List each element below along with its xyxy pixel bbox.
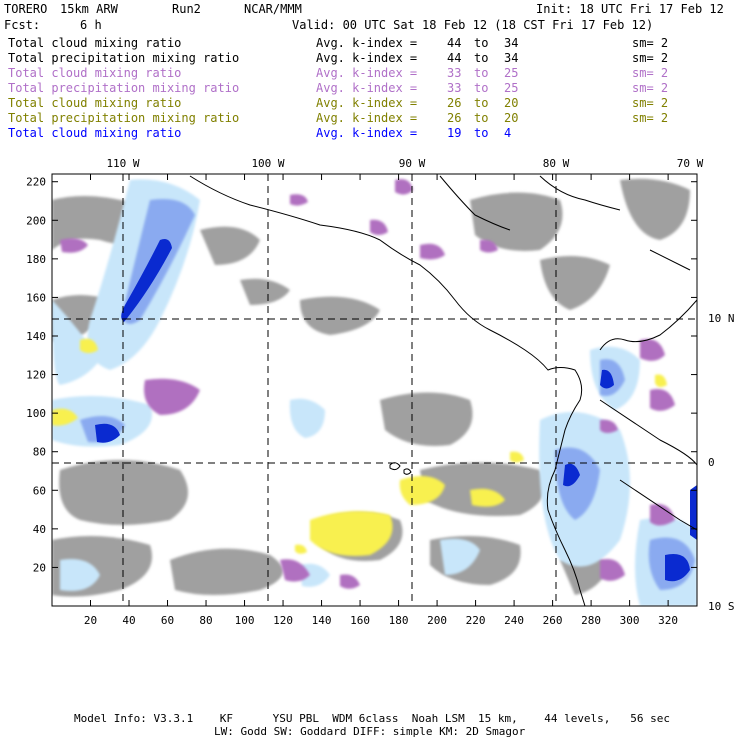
legend-row-1-sm: sm= 2 — [632, 36, 669, 50]
x-axis-ticks: 20 40 60 80 100 120 140 160 180 200 220 240 260 280 30… — [84, 174, 678, 627]
x-tick-label-200: 200 — [427, 614, 447, 627]
legend-row-6-avg: Avg. k-index = — [316, 111, 418, 125]
x-tick-label-240: 240 — [504, 614, 524, 627]
header-fcst-value: 6 h — [80, 18, 102, 32]
deep-blue-patches — [95, 239, 697, 582]
x-tick-label-80: 80 — [199, 614, 212, 627]
legend-row-6-to: 20 — [504, 111, 519, 125]
legend-row-4-sm: sm= 2 — [632, 81, 669, 95]
legend-row-6-to-word: to — [474, 111, 489, 125]
field-layer — [52, 174, 697, 606]
x-tick-label-280: 280 — [581, 614, 601, 627]
header-resolution: 15km ARW — [60, 2, 118, 16]
legend-row-3-from: 33 — [447, 66, 462, 80]
y-tick-label-140: 140 — [26, 330, 46, 343]
legend-row-2-to: 34 — [504, 51, 519, 65]
header-init: Init: 18 UTC Fri 17 Feb 12 — [536, 2, 724, 16]
y-tick-label-120: 120 — [26, 369, 46, 382]
legend-row-2-from: 44 — [447, 51, 462, 65]
legend-row-7-avg: Avg. k-index = — [316, 126, 418, 140]
x-tick-label-100: 100 — [235, 614, 255, 627]
x-tick-label-40: 40 — [122, 614, 135, 627]
legend-row-6-sm: sm= 2 — [632, 111, 669, 125]
lon-label-3: 80 W — [543, 157, 570, 170]
legend-row-7-to: 4 — [504, 126, 512, 140]
lat-label-1: 0 — [708, 456, 715, 469]
legend-row-7-from: 19 — [447, 126, 462, 140]
legend-row-2-field: Total precipitation mixing ratio — [8, 51, 240, 65]
lon-label-1: 100 W — [251, 157, 284, 170]
footer-physics-info: LW: Godd SW: Goddard DIFF: simple KM: 2D… — [214, 725, 526, 738]
legend-row-3-to: 25 — [504, 66, 519, 80]
header-org: NCAR/MMM — [244, 2, 302, 16]
header-model: TORERO — [4, 2, 48, 16]
y-tick-label-220: 220 — [26, 176, 46, 189]
lon-label-2: 90 W — [399, 157, 426, 170]
lat-label-0: 10 N — [708, 312, 735, 325]
legend-row-2-avg: Avg. k-index = — [316, 51, 418, 65]
legend-row-6-field: Total precipitation mixing ratio — [8, 111, 240, 125]
lon-label-4: 70 W — [677, 157, 704, 170]
x-tick-label-160: 160 — [350, 614, 370, 627]
y-tick-label-200: 200 — [26, 214, 46, 227]
x-tick-label-180: 180 — [389, 614, 409, 627]
lon-label-0: 110 W — [106, 157, 139, 170]
x-tick-label-300: 300 — [620, 614, 640, 627]
legend-row-1-to-word: to — [474, 36, 489, 50]
lat-label-2: 10 S — [708, 600, 735, 613]
legend-row-2-to-word: to — [474, 51, 489, 65]
legend-row-4-to: 25 — [504, 81, 519, 95]
y-tick-label-100: 100 — [26, 407, 46, 420]
footer-model-info: Model Info: V3.3.1 KF YSU PBL WDM 6class… — [74, 712, 671, 725]
latitude-labels: 10 N 0 10 S — [708, 312, 735, 613]
legend-row-1-avg: Avg. k-index = — [316, 36, 418, 50]
legend-row-4-avg: Avg. k-index = — [316, 81, 418, 95]
legend-row-3-to-word: to — [474, 66, 489, 80]
legend-row-5-to-word: to — [474, 96, 489, 110]
y-tick-label-60: 60 — [33, 484, 46, 497]
x-tick-label-120: 120 — [273, 614, 293, 627]
y-axis-ticks: 20 40 60 80 100 120 140 160 180 200 220 — [26, 176, 697, 574]
legend-row-5-avg: Avg. k-index = — [316, 96, 418, 110]
legend-row-2-sm: sm= 2 — [632, 51, 669, 65]
x-tick-label-140: 140 — [312, 614, 332, 627]
legend-row-1-from: 44 — [447, 36, 462, 50]
legend-row-4-from: 33 — [447, 81, 462, 95]
legend-row-5-to: 20 — [504, 96, 519, 110]
y-tick-label-40: 40 — [33, 523, 46, 536]
purple-patches — [60, 179, 675, 589]
legend-row-6-from: 26 — [447, 111, 462, 125]
legend-row-3-field: Total cloud mixing ratio — [8, 66, 182, 80]
header-valid: Valid: 00 UTC Sat 18 Feb 12 (18 CST Fri … — [292, 18, 654, 32]
legend-row-5-sm: sm= 2 — [632, 96, 669, 110]
x-tick-label-220: 220 — [466, 614, 486, 627]
legend-row-7-to-word: to — [474, 126, 489, 140]
y-tick-label-180: 180 — [26, 253, 46, 266]
y-tick-label-20: 20 — [33, 561, 46, 574]
gray-cloud-patches — [52, 178, 690, 597]
x-tick-label-320: 320 — [658, 614, 678, 627]
longitude-labels: 110 W 100 W 90 W 80 W 70 W — [106, 157, 703, 170]
x-tick-label-260: 260 — [543, 614, 563, 627]
legend-row-7-field: Total cloud mixing ratio — [8, 126, 182, 140]
legend-row-5-field: Total cloud mixing ratio — [8, 96, 182, 110]
legend-row-3-avg: Avg. k-index = — [316, 66, 418, 80]
header-fcst-label: Fcst: — [4, 18, 41, 32]
y-tick-label-160: 160 — [26, 291, 46, 304]
legend-row-4-to-word: to — [474, 81, 489, 95]
header-run: Run2 — [172, 2, 201, 16]
coastline — [189, 175, 697, 606]
legend-row-3-sm: sm= 2 — [632, 66, 669, 80]
yellow-patches — [52, 338, 667, 556]
x-tick-label-20: 20 — [84, 614, 97, 627]
plot-frame — [51, 173, 698, 607]
legend-row-1-field: Total cloud mixing ratio — [8, 36, 182, 50]
lat-lon-grid — [52, 174, 697, 606]
y-tick-label-80: 80 — [33, 446, 46, 459]
legend-row-4-field: Total precipitation mixing ratio — [8, 81, 240, 95]
legend-row-5-from: 26 — [447, 96, 462, 110]
x-tick-label-60: 60 — [161, 614, 174, 627]
legend-row-1-to: 34 — [504, 36, 519, 50]
